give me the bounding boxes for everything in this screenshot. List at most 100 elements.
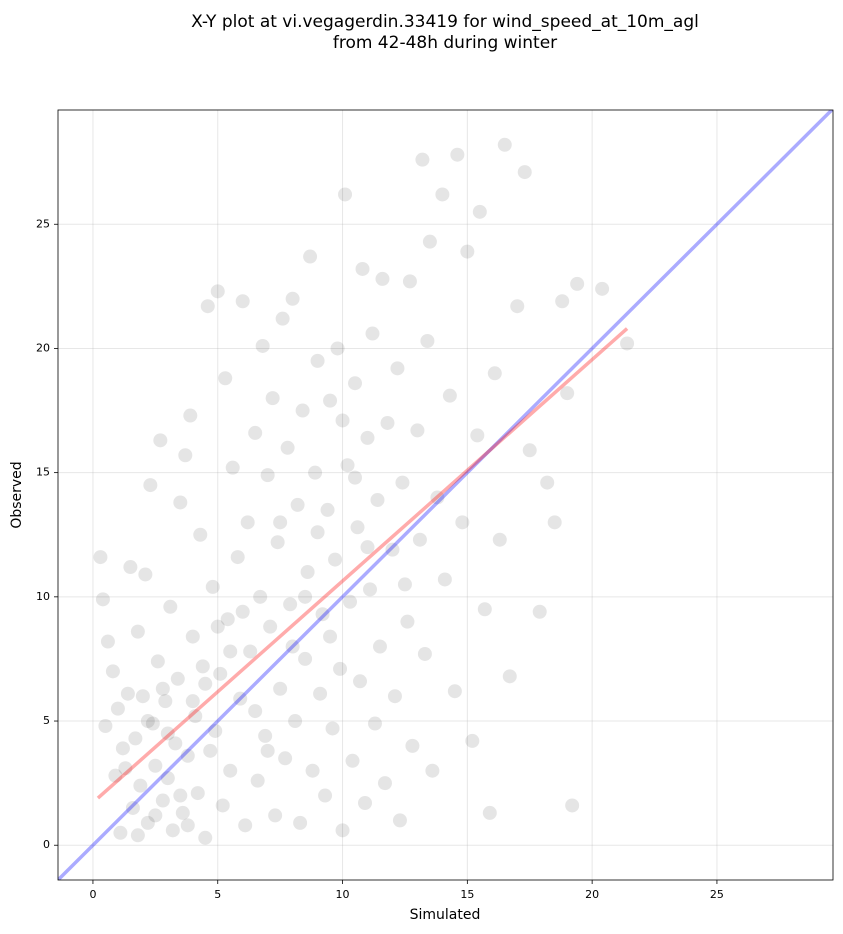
scatter-point [115,741,130,756]
scatter-point [105,664,120,679]
scatter-point [198,830,213,845]
scatter-point [300,565,315,579]
scatter-point [255,338,270,353]
scatter-point [230,550,245,565]
scatter-point [492,532,507,547]
scatter-point [522,443,537,458]
scatter-point [390,361,405,376]
scatter-point [205,579,220,594]
scatter-point [405,738,420,753]
scatter-point [310,353,325,368]
scatter-point [163,599,178,614]
scatter-point [375,271,390,286]
scatter-point [240,515,255,530]
scatter-point [510,299,525,314]
scatter-point [348,376,363,391]
scatter-point [173,788,188,803]
scatter-point [360,540,375,555]
scatter-point [118,761,133,776]
x-tick-label: 0 [89,888,96,901]
scatter-point [180,748,195,763]
scatter-point [455,515,470,530]
scatter-point [362,582,377,597]
scatter-point [293,815,308,830]
y-tick-label: 5 [43,714,50,727]
scatter-point [487,366,502,381]
scatter-point [298,651,313,666]
scatter-point [248,704,263,719]
y-axis-label: Observed [9,461,25,528]
x-tick-label: 5 [214,888,221,901]
scatter-point [532,604,547,619]
scatter-point [620,336,635,351]
scatter-point [250,773,265,788]
scatter-point [195,659,210,674]
grid [58,110,833,880]
scatter-point [417,646,432,661]
scatter-point [275,311,290,326]
scatter-point [113,825,128,840]
scatter-point [308,465,323,480]
scatter-point [335,823,350,838]
scatter-point [348,470,363,485]
scatter-point [385,542,400,557]
scatter-point [288,714,303,729]
scatter-point [323,393,338,408]
scatter-point [268,808,283,823]
scatter-point [402,274,417,289]
scatter-point [365,326,380,341]
scatter-point [502,669,517,684]
plot-frame [57,109,834,881]
scatter-point [412,532,427,547]
scatter-point [243,644,258,659]
scatter-point [470,428,485,443]
scatter-point [333,661,348,676]
scatter-point [258,728,273,743]
scatter-point [313,686,328,701]
scatter-point [175,805,190,820]
scatter-point [323,629,338,644]
scatter-point [123,560,138,575]
scatter-point [377,776,392,791]
scatter-point [98,719,113,733]
scatter-point [397,577,412,592]
scatter-point [285,639,300,654]
fit-line [96,327,629,800]
scatter-point [160,726,175,741]
scatter-point [128,731,143,746]
y-tick-label: 0 [43,838,50,851]
scatter-point [298,589,313,604]
scatter-point [278,751,293,766]
chart-title: X-Y plot at vi.vegagerdin.33419 for wind… [191,12,699,32]
scatter-point [185,629,200,644]
x-tick-label: 20 [585,888,599,901]
scatter-point [372,639,387,654]
scatter-point [482,805,497,820]
scatter-point [100,634,115,649]
y-tick-label: 20 [36,341,50,354]
scatter-point [120,686,135,701]
scatter-point [450,147,465,162]
scatter-point [130,828,145,843]
scatter-point [155,793,170,808]
scatter-point [477,602,492,617]
scatter-point [442,388,457,403]
scatter-point [338,187,353,202]
scatter-point [95,592,110,607]
scatter-point [263,619,278,634]
scatter-point [340,458,355,473]
scatter-point [233,691,248,706]
scatter-point [570,276,585,291]
scatter-point [210,619,225,634]
scatter-point [420,334,435,348]
chart-subtitle: from 42-48h during winter [333,33,557,53]
scatter-point [138,567,153,582]
scatter-point [422,234,437,249]
y-tick-label: 10 [36,590,50,603]
scatter-point [140,815,155,830]
x-tick-label: 15 [460,888,474,901]
scatter-point [380,415,395,430]
scatter-point [125,800,140,815]
scatter-point [158,694,173,709]
